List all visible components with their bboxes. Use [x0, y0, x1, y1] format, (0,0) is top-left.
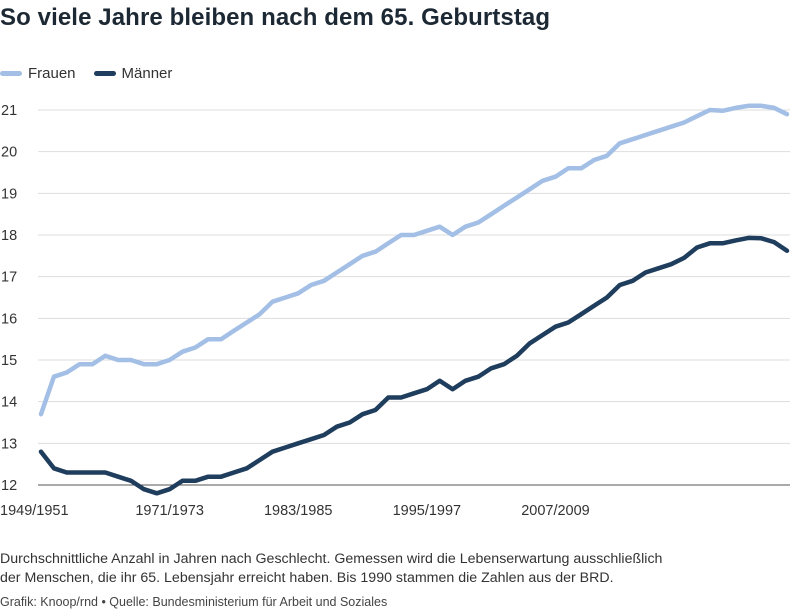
y-tick-label-18: 18 [1, 228, 17, 244]
x-tick-label-2: 1983/1985 [264, 503, 333, 519]
series-line-maenner [38, 235, 790, 496]
y-tick-label-17: 17 [1, 270, 17, 286]
series-line-frauen [38, 103, 790, 417]
x-tick-label-3: 1995/1997 [393, 503, 462, 519]
chart-title: So viele Jahre bleiben nach dem 65. Gebu… [0, 4, 551, 31]
legend-swatch-maenner [93, 70, 116, 76]
y-tick-label-16: 16 [1, 311, 17, 327]
line-chart: 12 13 14 15 16 17 18 19 20 21 1949/1951 1971/1973 19… [0, 103, 790, 519]
y-tick-label-19: 19 [1, 186, 17, 202]
description-line-2: der Menschen, die ihr 65. Lebensjahr err… [0, 570, 614, 586]
legend-swatch-frauen [0, 70, 22, 76]
chart-description: Durchschnittliche Anzahl in Jahren nach … [0, 550, 800, 588]
description-line-1: Durchschnittliche Anzahl in Jahren nach … [0, 551, 663, 567]
legend-label-maenner: Männer [121, 64, 173, 82]
x-tick-label-0: 1949/1951 [0, 503, 69, 519]
y-tick-label-14: 14 [1, 395, 17, 411]
legend-label-frauen: Frauen [28, 64, 76, 82]
legend-item-maenner: Männer [93, 64, 173, 82]
chart-legend: Frauen Männer [0, 63, 190, 83]
legend-item-frauen: Frauen [0, 65, 76, 82]
y-tick-label-13: 13 [1, 436, 17, 452]
y-tick-label-21: 21 [1, 103, 17, 119]
y-tick-label-20: 20 [1, 145, 17, 161]
y-tick-label-12: 12 [1, 478, 17, 494]
y-tick-label-15: 15 [1, 353, 17, 369]
source-credit: Grafik: Knoop/rnd • Quelle: Bundesminist… [0, 595, 388, 609]
x-tick-label-4: 2007/2009 [521, 503, 590, 519]
x-tick-label-1: 1971/1973 [135, 503, 204, 519]
